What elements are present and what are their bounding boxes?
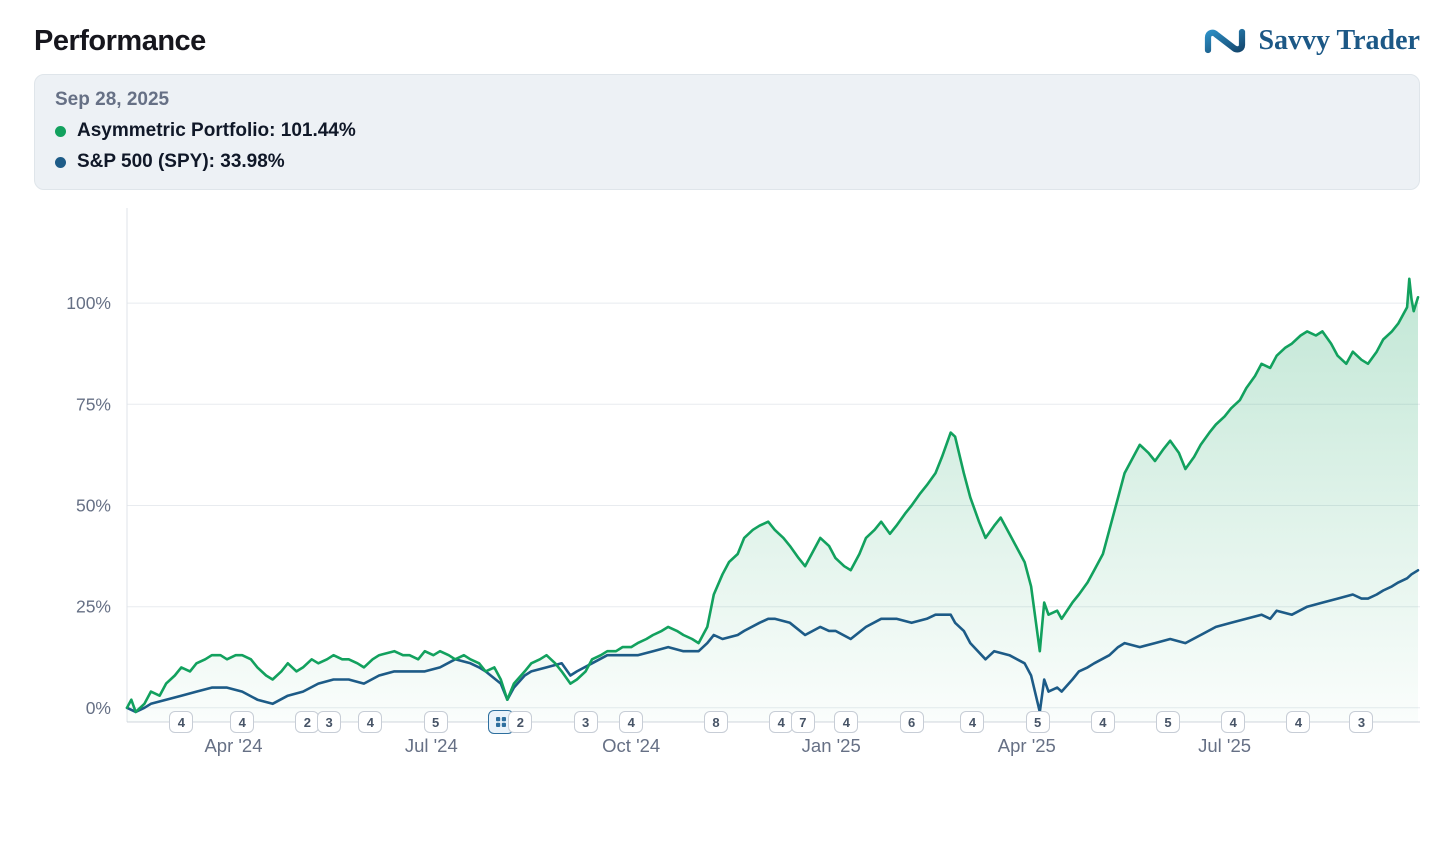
- x-tick-labels: Apr '24 Jul '24 Oct '24 Jan '25 Apr '25 Jul '…: [204, 735, 1251, 756]
- trade-count-badge[interactable]: 4: [358, 711, 383, 733]
- tooltip-series-list: Asymmetric Portfolio: 101.44% S&P 500 (SP…: [55, 120, 1399, 173]
- performance-page: Performance Savvy Trader Sep 28, 2025 As…: [0, 0, 1454, 768]
- y-tick-label: 50%: [76, 496, 111, 516]
- page-title: Performance: [34, 24, 206, 57]
- trade-count-badge[interactable]: 4: [960, 711, 985, 733]
- trade-count-badge[interactable]: 4: [1090, 711, 1115, 733]
- y-tick-label: 0%: [86, 698, 111, 718]
- trade-count-badge[interactable]: 4: [619, 711, 644, 733]
- trade-count-badge[interactable]: 2: [508, 711, 533, 733]
- legend-item: Asymmetric Portfolio: 101.44%: [55, 120, 1399, 142]
- trade-count-badge[interactable]: 4: [834, 711, 859, 733]
- trade-count-badge[interactable]: 4: [769, 711, 794, 733]
- brand: Savvy Trader: [1202, 24, 1420, 58]
- x-tick-label: Jan '25: [802, 735, 861, 756]
- trade-count-badge[interactable]: 4: [169, 711, 194, 733]
- trade-count-badge[interactable]: 3: [573, 711, 598, 733]
- trade-count-badge[interactable]: 5: [423, 711, 448, 733]
- asymmetric-portfolio-line: [125, 277, 1420, 714]
- x-tick-label: Jul '25: [1198, 735, 1251, 756]
- x-tick-label: Oct '24: [602, 735, 660, 756]
- trade-count-badge[interactable]: 5: [1156, 711, 1181, 733]
- trade-count-badge[interactable]: 4: [230, 711, 255, 733]
- x-tick-label: Jul '24: [405, 735, 458, 756]
- sp500-line: [125, 569, 1420, 714]
- tooltip-date: Sep 28, 2025: [55, 89, 170, 110]
- trade-count-badge[interactable]: 2: [295, 711, 320, 733]
- report-grid-icon: [495, 717, 506, 727]
- header: Performance Savvy Trader: [0, 0, 1454, 74]
- x-tick-label: Apr '25: [998, 735, 1056, 756]
- legend-label: S&P 500 (SPY): 33.98%: [77, 151, 285, 172]
- savvy-trader-logo-icon: [1205, 28, 1246, 54]
- trade-count-badge[interactable]: 5: [1025, 711, 1050, 733]
- trade-count-badge[interactable]: 3: [1349, 711, 1374, 733]
- x-tick-label: Apr '24: [204, 735, 262, 756]
- trade-count-badge[interactable]: 3: [317, 711, 342, 733]
- trade-count-badge[interactable]: 8: [703, 711, 728, 733]
- performance-chart: 0% 25% 50% 75% 100% Apr '24 Jul '24 Oct '24 Jan …: [34, 208, 1420, 768]
- y-tick-label: 100%: [66, 293, 111, 313]
- legend-item: S&P 500 (SPY): 33.98%: [55, 151, 1399, 173]
- legend-dot-icon: [55, 125, 66, 137]
- legend-dot-icon: [55, 156, 66, 168]
- chart-canvas[interactable]: 0% 25% 50% 75% 100% Apr '24 Jul '24 Oct '24 Jan …: [34, 208, 1420, 768]
- trade-count-badge[interactable]: 4: [1221, 711, 1246, 733]
- asymmetric-portfolio-area: [127, 278, 1418, 722]
- y-tick-label: 75%: [76, 394, 111, 414]
- trade-count-badge[interactable]: 4: [1286, 711, 1311, 733]
- trade-count-badge[interactable]: 6: [899, 711, 924, 733]
- brand-name: Savvy Trader: [1258, 25, 1420, 56]
- tooltip-card: Sep 28, 2025 Asymmetric Portfolio: 101.4…: [34, 74, 1420, 190]
- legend-label: Asymmetric Portfolio: 101.44%: [77, 120, 356, 141]
- y-tick-label: 25%: [76, 597, 111, 617]
- trade-count-badge[interactable]: 7: [790, 711, 815, 733]
